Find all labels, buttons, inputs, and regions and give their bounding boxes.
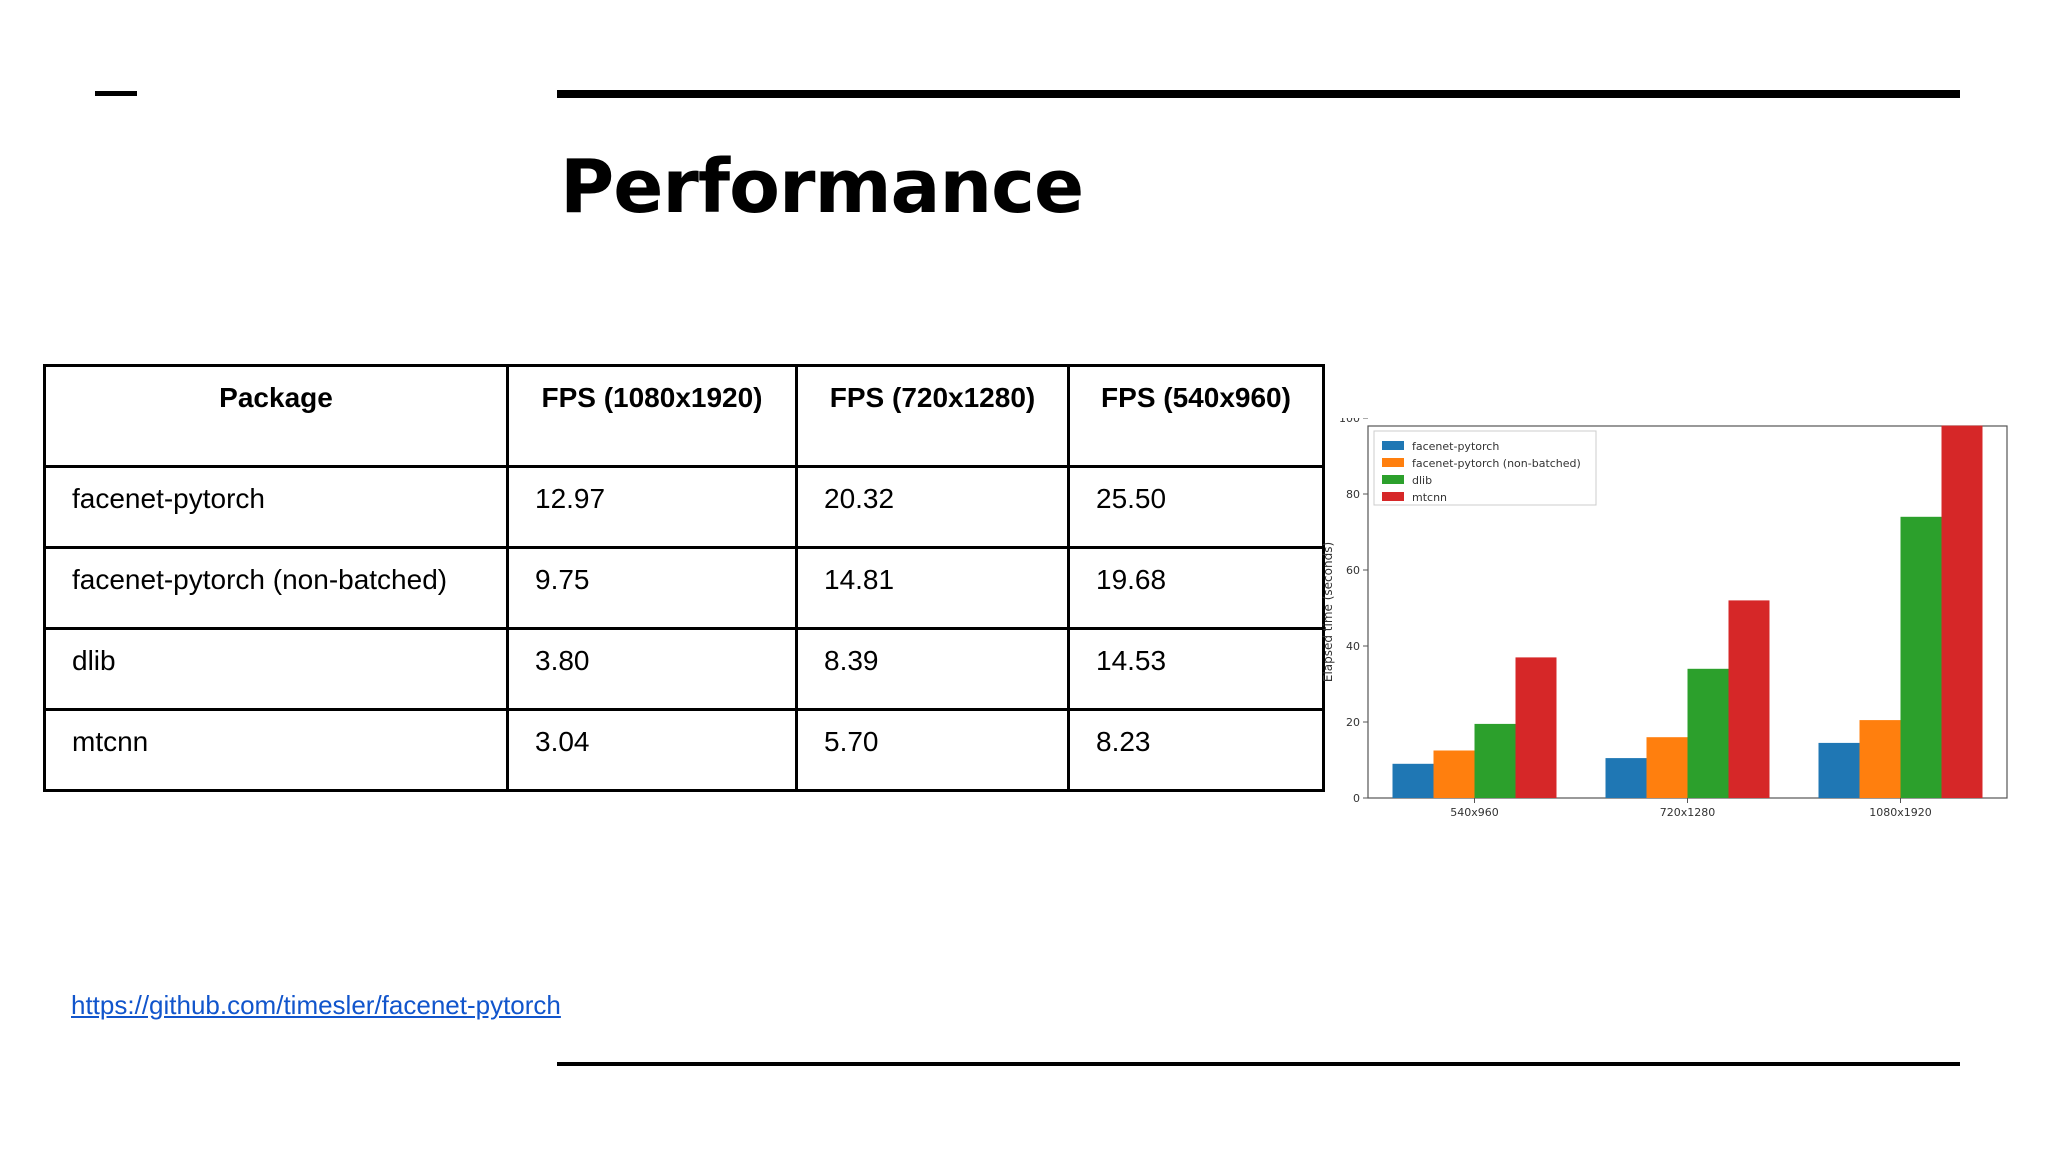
table-row: facenet-pytorch 12.97 20.32 25.50 <box>43 465 1325 549</box>
chart-bar <box>1392 763 1434 798</box>
performance-table: Package FPS (1080x1920) FPS (720x1280) F… <box>43 364 1325 792</box>
table-header: FPS (720x1280) <box>795 364 1070 468</box>
legend-swatch <box>1382 458 1404 467</box>
chart-bar <box>1433 750 1475 798</box>
y-tick-label: 0 <box>1353 792 1360 805</box>
y-tick-label: 80 <box>1346 488 1360 501</box>
chart-bar <box>1515 657 1557 798</box>
chart-bar <box>1474 723 1516 798</box>
y-tick-label: 100 <box>1339 418 1360 425</box>
legend-label: facenet-pytorch (non-batched) <box>1412 457 1581 470</box>
table-row: dlib 3.80 8.39 14.53 <box>43 627 1325 711</box>
slide-title: Performance <box>560 144 1084 230</box>
bottom-rule <box>557 1062 1960 1066</box>
table-cell: 8.23 <box>1067 708 1325 792</box>
slide-dash-marker <box>95 91 137 96</box>
chart-bar <box>1728 600 1770 798</box>
top-rule <box>557 90 1960 98</box>
table-cell: 14.53 <box>1067 627 1325 711</box>
table-cell: 3.80 <box>506 627 798 711</box>
table-cell: mtcnn <box>43 708 509 792</box>
table-cell: 14.81 <box>795 546 1070 630</box>
legend-swatch <box>1382 492 1404 501</box>
x-tick-label: 720x1280 <box>1660 806 1716 819</box>
chart-bar <box>1859 720 1901 798</box>
table-header-row: Package FPS (1080x1920) FPS (720x1280) F… <box>43 364 1325 468</box>
y-tick-label: 40 <box>1346 640 1360 653</box>
chart-bar <box>1687 668 1729 798</box>
table-cell: facenet-pytorch (non-batched) <box>43 546 509 630</box>
table-row: mtcnn 3.04 5.70 8.23 <box>43 708 1325 792</box>
table-cell: 5.70 <box>795 708 1070 792</box>
chart-bar <box>1646 737 1688 798</box>
github-link[interactable]: https://github.com/timesler/facenet-pyto… <box>71 990 561 1020</box>
legend-label: dlib <box>1412 474 1432 487</box>
table-cell: 9.75 <box>506 546 798 630</box>
table-row: facenet-pytorch (non-batched) 9.75 14.81… <box>43 546 1325 630</box>
legend-label: mtcnn <box>1412 491 1447 504</box>
table-cell: 20.32 <box>795 465 1070 549</box>
table-header: FPS (1080x1920) <box>506 364 798 468</box>
table-cell: dlib <box>43 627 509 711</box>
y-axis-label: Elapsed time (seconds) <box>1321 542 1335 682</box>
table-cell: 12.97 <box>506 465 798 549</box>
chart-bar <box>1818 742 1860 798</box>
x-tick-label: 540x960 <box>1450 806 1499 819</box>
table-cell: 25.50 <box>1067 465 1325 549</box>
chart-bar <box>1900 516 1942 798</box>
legend-swatch <box>1382 441 1404 450</box>
y-tick-label: 60 <box>1346 564 1360 577</box>
table-cell: 3.04 <box>506 708 798 792</box>
bar-chart: 0 20 40 60 80 100 Elapsed time (seconds) 540x96… <box>1321 418 2008 819</box>
chart-legend <box>1373 430 1597 506</box>
legend-swatch <box>1382 475 1404 484</box>
table-header: FPS (540x960) <box>1067 364 1325 468</box>
x-tick-label: 1080x1920 <box>1869 806 1932 819</box>
table-cell: facenet-pytorch <box>43 465 509 549</box>
table-header: Package <box>43 364 509 468</box>
chart-bar <box>1941 425 1983 798</box>
table-cell: 19.68 <box>1067 546 1325 630</box>
table-cell: 8.39 <box>795 627 1070 711</box>
chart-bar <box>1605 758 1647 798</box>
y-tick-label: 20 <box>1346 716 1360 729</box>
legend-label: facenet-pytorch <box>1412 440 1499 453</box>
